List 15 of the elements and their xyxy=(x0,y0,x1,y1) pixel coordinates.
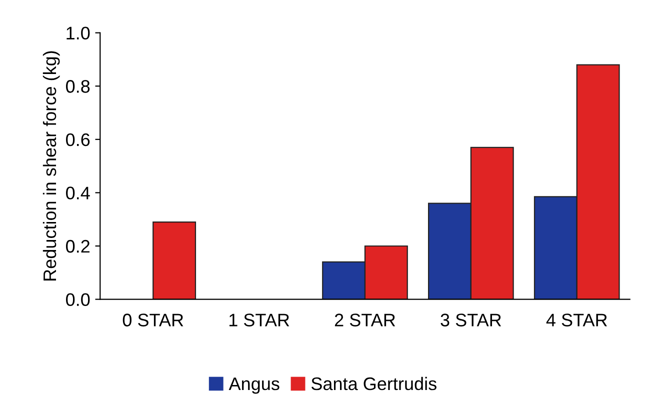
bar xyxy=(152,221,196,300)
y-tick-label: 0.6 xyxy=(66,133,90,146)
y-tick-label: 0.0 xyxy=(66,293,90,306)
x-tick-label: 2 STAR xyxy=(334,314,396,326)
x-tick-label: 4 STAR xyxy=(546,314,607,326)
y-tick-label: 0.4 xyxy=(66,186,90,200)
y-tick-label: 0.2 xyxy=(66,240,90,253)
y-tick-label: 1.0 xyxy=(66,26,90,40)
legend-label: Santa Gertrudis xyxy=(311,376,436,390)
x-tick-label: 0 STAR xyxy=(122,314,184,326)
x-tick-label: 1 STAR xyxy=(229,314,290,326)
y-tick-label: 0.8 xyxy=(66,80,90,93)
x-tick-label: 3 STAR xyxy=(440,314,502,326)
y-axis-title: Reduction in shear force (kg) xyxy=(42,51,60,280)
legend-label: Angus xyxy=(228,378,280,394)
